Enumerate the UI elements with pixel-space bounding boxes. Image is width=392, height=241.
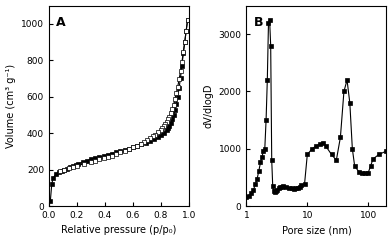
Y-axis label: Volume (cm³ g⁻¹): Volume (cm³ g⁻¹) xyxy=(5,64,16,148)
X-axis label: Pore size (nm): Pore size (nm) xyxy=(281,225,351,235)
Y-axis label: dV/dlogD: dV/dlogD xyxy=(203,84,213,128)
X-axis label: Relative pressure (p/p₀): Relative pressure (p/p₀) xyxy=(61,225,177,235)
Text: B: B xyxy=(254,16,263,29)
Text: A: A xyxy=(56,16,65,29)
